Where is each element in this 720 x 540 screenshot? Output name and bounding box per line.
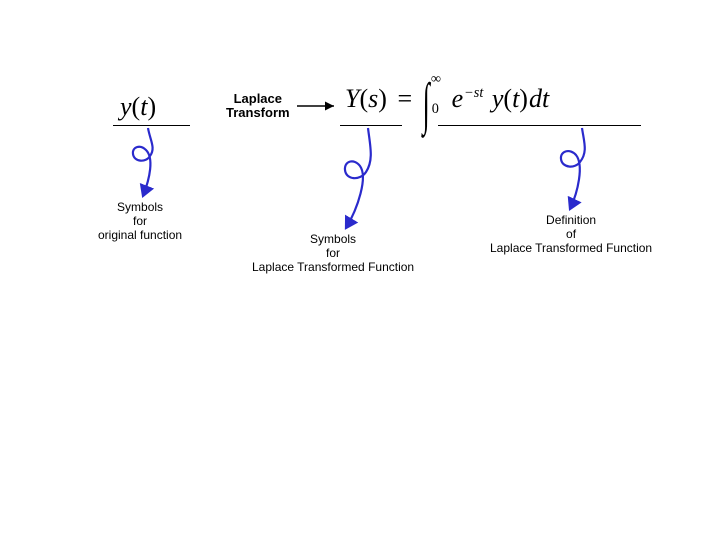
orig-l1: Symbols bbox=[98, 200, 182, 214]
tsym-l1: Symbols bbox=[252, 232, 414, 246]
diagram-stage: y(t) Laplace Transform Y(s) = ∫0∞ e−st y… bbox=[0, 0, 720, 540]
def-l3: Laplace Transformed Function bbox=[490, 241, 652, 255]
orig-l2: for bbox=[98, 214, 182, 228]
connector-original bbox=[133, 128, 153, 196]
def-l2: of bbox=[490, 227, 652, 241]
tsym-l2: for bbox=[252, 246, 414, 260]
orig-l3: original function bbox=[98, 228, 182, 242]
label-transformed-symbols: Symbols for Laplace Transformed Function bbox=[252, 232, 414, 274]
connector-definition bbox=[561, 128, 585, 209]
label-definition: Definition of Laplace Transformed Functi… bbox=[490, 213, 652, 255]
connector-transformed-symbols bbox=[345, 128, 371, 228]
label-original-function: Symbols for original function bbox=[98, 200, 182, 242]
tsym-l3: Laplace Transformed Function bbox=[252, 260, 414, 274]
def-l1: Definition bbox=[490, 213, 652, 227]
